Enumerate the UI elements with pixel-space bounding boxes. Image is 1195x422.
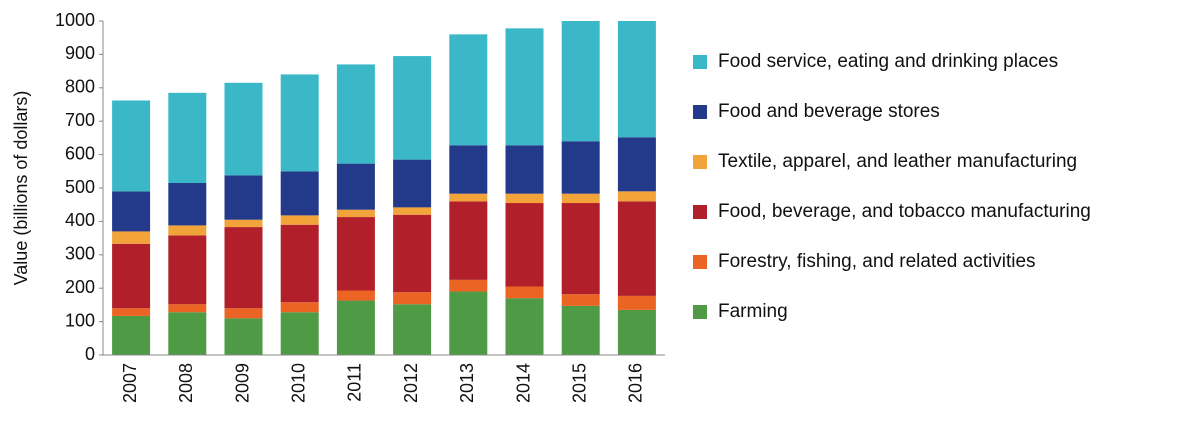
bar-segment [168,225,207,236]
bar-segment [336,300,375,355]
y-axis-label: Value (billions of dollars) [11,91,31,286]
bar-segment [505,298,544,355]
legend-label: Food and beverage stores [718,101,940,122]
y-tick-label: 0 [85,344,95,364]
bar-segment [280,215,319,225]
bar-segment [168,92,207,183]
bar-segment [561,294,600,306]
bar-segment [112,100,151,192]
y-tick-label: 900 [65,43,95,63]
bar-segment [449,201,488,280]
bar-segment [224,82,263,176]
legend-label: Textile, apparel, and leather manufactur… [718,151,1077,172]
bar-segment [112,191,151,232]
bar-segment [112,315,151,355]
x-tick-label: 2007 [120,363,140,403]
legend-swatch [693,205,707,219]
bar-segment [224,175,263,220]
y-tick-label: 200 [65,277,95,297]
bar-segment [505,286,544,299]
bar-segment [168,304,207,313]
y-tick-label: 700 [65,110,95,130]
bar-segment [617,201,656,296]
bar-segment [280,224,319,303]
y-tick-label: 300 [65,244,95,264]
legend-label: Forestry, fishing, and related activitie… [718,251,1036,272]
y-tick-label: 400 [65,210,95,230]
legend-swatch [693,55,707,69]
bar-segment [224,308,263,319]
bar-segment [561,141,600,194]
bar-segment [393,214,432,293]
bar-segment [561,193,600,204]
y-tick-label: 100 [65,310,95,330]
legend-label: Food, beverage, and tobacco manufacturin… [718,201,1091,222]
legend-swatch [693,305,707,319]
bar-segment [505,145,544,194]
bar-segment [112,231,151,244]
bar-segment [449,291,488,355]
bar-segment [449,145,488,194]
x-tick-label: 2016 [626,363,646,403]
bar-segment [280,302,319,313]
legend-label: Food service, eating and drinking places [718,51,1058,72]
x-tick-label: 2013 [457,363,477,403]
bar-segment [449,193,488,202]
bar-segment [617,137,656,192]
x-tick-label: 2009 [232,363,252,403]
bar-segment [393,304,432,355]
x-tick-label: 2012 [401,363,421,403]
bar-segment [224,219,263,228]
bar-segment [280,312,319,355]
x-tick-label: 2014 [513,363,533,403]
bar-segment [505,28,544,146]
bar-segment [561,203,600,295]
bar-segment [393,292,432,305]
y-tick-label: 500 [65,177,95,197]
legend-label: Farming [718,301,788,322]
bar-segment [336,290,375,301]
bar-segment [393,207,432,215]
bar-segment [617,21,656,138]
bar-segment [449,34,488,146]
bar-segment [617,309,656,355]
bar-segment [561,305,600,355]
x-tick-label: 2015 [569,363,589,403]
bar-segment [224,318,263,355]
bar-segment [449,279,488,292]
bar-segment [168,235,207,305]
bar-segment [112,243,151,309]
y-tick-label: 800 [65,77,95,97]
bar-segment [224,227,263,309]
bar-segment [617,295,656,310]
x-tick-label: 2008 [176,363,196,403]
bar-segment [336,209,375,218]
x-tick-label: 2010 [288,363,308,403]
bar-segment [505,203,544,287]
legend-swatch [693,105,707,119]
bar-segment [505,193,544,204]
bar-segment [280,74,319,172]
bar-segment [336,163,375,210]
x-tick-label: 2011 [345,363,365,402]
bar-segment [336,64,375,164]
y-tick-label: 1000 [55,10,95,30]
bar-segment [393,159,432,208]
legend-swatch [693,155,707,169]
bar-segment [112,308,151,316]
bar-segment [336,217,375,291]
y-tick-label: 600 [65,143,95,163]
bar-segment [561,21,600,142]
bar-segment [617,191,656,202]
bar-segment [168,182,207,226]
bar-segment [393,56,432,160]
legend-swatch [693,255,707,269]
bar-segment [280,171,319,216]
bar-segment [168,312,207,355]
